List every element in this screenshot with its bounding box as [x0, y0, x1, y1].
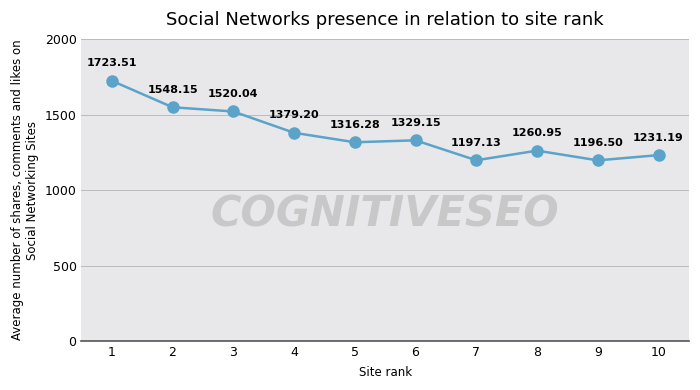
X-axis label: Site rank: Site rank: [358, 366, 412, 379]
Text: 1379.20: 1379.20: [269, 110, 319, 120]
Text: 1196.50: 1196.50: [573, 138, 623, 148]
Text: 1231.19: 1231.19: [633, 133, 684, 143]
Text: 1520.04: 1520.04: [208, 89, 258, 99]
Text: COGNITIVESEO: COGNITIVESEO: [211, 193, 559, 235]
Text: 1316.28: 1316.28: [330, 120, 380, 130]
Text: 1260.95: 1260.95: [512, 128, 562, 138]
Text: 1329.15: 1329.15: [390, 118, 441, 128]
Y-axis label: Average number of shares, comments and likes on
Social Networking Sites: Average number of shares, comments and l…: [11, 40, 39, 340]
Text: 1548.15: 1548.15: [147, 85, 198, 95]
Text: 1723.51: 1723.51: [87, 58, 137, 68]
Title: Social Networks presence in relation to site rank: Social Networks presence in relation to …: [167, 11, 604, 29]
Text: 1197.13: 1197.13: [451, 138, 502, 148]
